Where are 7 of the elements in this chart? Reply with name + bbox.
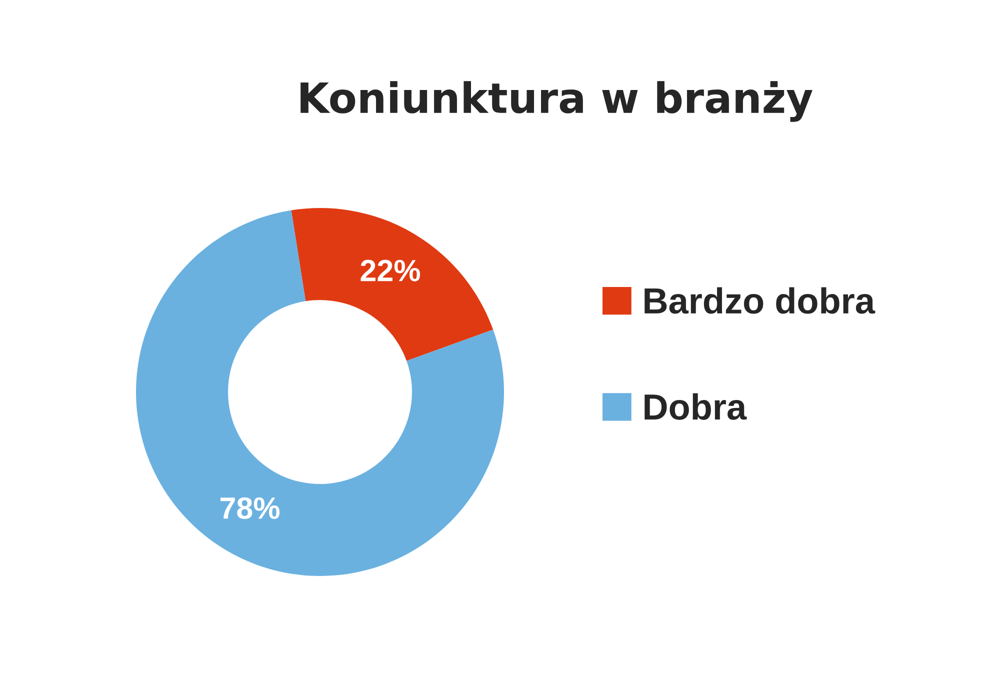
legend-label: Bardzo dobra xyxy=(644,287,876,314)
chart-title: Koniunktura w branży xyxy=(300,81,812,122)
donut-slice xyxy=(136,210,504,576)
donut-slice xyxy=(291,208,494,361)
legend-label: Dobra xyxy=(644,393,747,420)
data-label: 22% xyxy=(360,260,420,282)
data-label: 78% xyxy=(220,497,280,519)
